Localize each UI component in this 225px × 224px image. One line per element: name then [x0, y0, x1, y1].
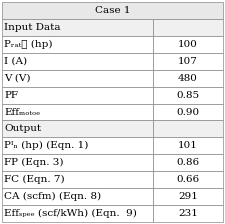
Bar [153, 137, 223, 154]
Bar [2, 154, 153, 171]
Bar [153, 188, 223, 205]
Text: 0.86: 0.86 [176, 158, 199, 167]
Text: 107: 107 [178, 57, 198, 66]
Bar [153, 53, 223, 70]
Bar [153, 19, 223, 36]
Text: Effₛₚₑₑ (scf/kWh) (Eqn.  9): Effₛₚₑₑ (scf/kWh) (Eqn. 9) [4, 209, 137, 218]
Bar [153, 87, 223, 103]
Bar [2, 137, 153, 154]
Text: Input Data: Input Data [4, 23, 61, 32]
Text: 101: 101 [178, 141, 198, 150]
Text: Output: Output [4, 124, 42, 133]
Text: Case 1: Case 1 [95, 6, 130, 15]
Bar [2, 53, 153, 70]
Bar [2, 103, 153, 121]
Bar [2, 188, 153, 205]
Bar [153, 171, 223, 188]
Text: PF: PF [4, 91, 18, 100]
Text: V (V): V (V) [4, 74, 31, 83]
Bar [153, 70, 223, 87]
Text: 231: 231 [178, 209, 198, 218]
Text: FP (Eqn. 3): FP (Eqn. 3) [4, 158, 64, 167]
Bar [2, 87, 153, 103]
Text: 0.66: 0.66 [176, 175, 199, 184]
Text: 0.85: 0.85 [176, 91, 199, 100]
Text: Pᵣₐₜ⁥⁤ (hp): Pᵣₐₜ⁥⁤ (hp) [4, 40, 53, 49]
Text: 480: 480 [178, 74, 198, 83]
Bar [2, 19, 153, 36]
Text: Pᴵₙ (hp) (Eqn. 1): Pᴵₙ (hp) (Eqn. 1) [4, 141, 89, 150]
Text: 0.90: 0.90 [176, 108, 199, 116]
Text: Effₘₒₜₒₑ: Effₘₒₜₒₑ [4, 108, 41, 116]
Bar [2, 171, 153, 188]
Bar [153, 103, 223, 121]
Text: 291: 291 [178, 192, 198, 201]
Bar [2, 205, 153, 222]
Bar [153, 154, 223, 171]
Text: FC (Eqn. 7): FC (Eqn. 7) [4, 175, 65, 184]
Text: I (A): I (A) [4, 57, 28, 66]
Bar [153, 36, 223, 53]
Bar [2, 121, 153, 137]
Bar [153, 205, 223, 222]
Bar [2, 36, 153, 53]
Bar [153, 121, 223, 137]
Text: 100: 100 [178, 40, 198, 49]
Bar [2, 70, 153, 87]
Bar [2, 2, 223, 19]
Text: CA (scfm) (Eqn. 8): CA (scfm) (Eqn. 8) [4, 192, 102, 201]
